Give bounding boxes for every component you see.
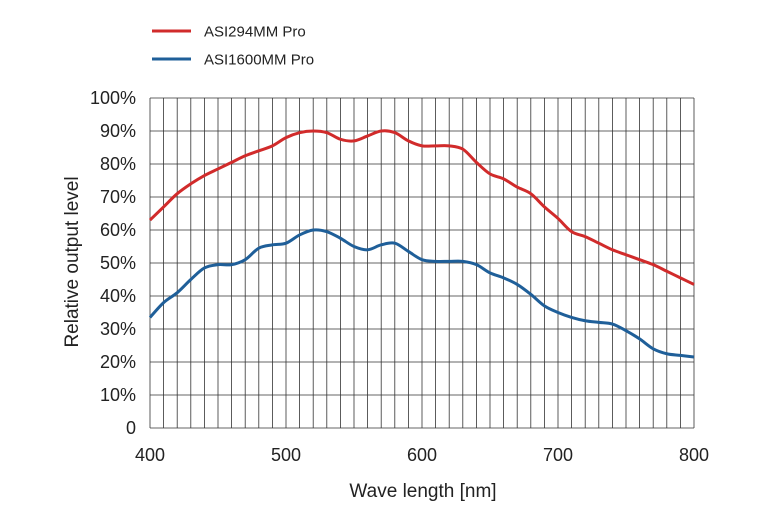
y-tick-label: 20% (100, 352, 136, 372)
legend-label-asi1600mm: ASI1600MM Pro (204, 52, 314, 69)
y-tick-label: 50% (100, 253, 136, 273)
y-tick-label: 90% (100, 121, 136, 141)
x-tick-label: 600 (407, 445, 437, 465)
x-tick-label: 400 (135, 445, 165, 465)
series-line-asi1600mm (148, 228, 695, 359)
x-tick-label: 700 (543, 445, 573, 465)
legend: ASI294MM Pro ASI1600MM Pro (152, 24, 314, 69)
y-tick-label: 70% (100, 187, 136, 207)
grid (149, 97, 695, 429)
x-axis-ticks: 400 500 600 700 800 (135, 445, 709, 465)
y-tick-label: 30% (100, 319, 136, 339)
y-tick-label: 100% (90, 88, 136, 108)
x-tick-label: 800 (679, 445, 709, 465)
y-axis-title: Relative output level (62, 176, 83, 347)
y-tick-label: 80% (100, 154, 136, 174)
x-axis-title: Wave length [nm] (349, 481, 496, 502)
y-tick-label: 40% (100, 286, 136, 306)
y-tick-label: 60% (100, 220, 136, 240)
y-tick-label: 0 (126, 418, 136, 438)
series-line-asi294mm (148, 129, 695, 286)
y-axis-ticks: 0 10% 20% 30% 40% 50% 60% 70% 80% 90% 100% (90, 88, 136, 438)
legend-label-asi294mm: ASI294MM Pro (204, 24, 306, 41)
y-tick-label: 10% (100, 385, 136, 405)
series-layer (148, 129, 695, 359)
x-tick-label: 500 (271, 445, 301, 465)
